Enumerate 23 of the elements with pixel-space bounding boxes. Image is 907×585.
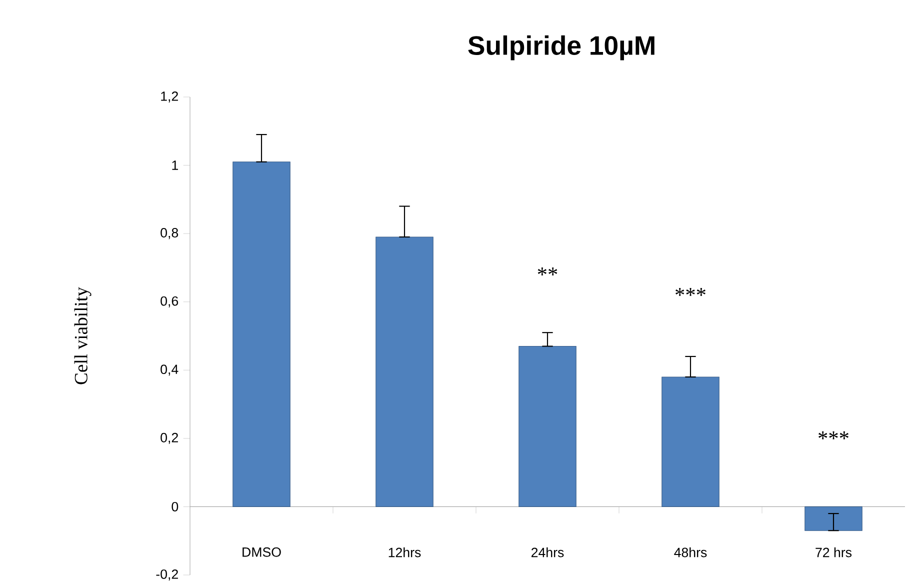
chart-title: Sulpiride 10µM bbox=[468, 35, 654, 60]
y-tick-label: 0,2 bbox=[160, 432, 178, 444]
y-tick-label: 0 bbox=[172, 502, 178, 512]
y-tick-label: -0,2 bbox=[156, 569, 178, 580]
x-tick-label: 24hrs bbox=[531, 547, 564, 558]
y-tick-label: 1 bbox=[172, 160, 178, 170]
x-tick-label: DMSO bbox=[242, 547, 281, 557]
y-tick-label: 0,8 bbox=[160, 228, 178, 240]
annotation: *** bbox=[818, 431, 848, 440]
x-tick-label: 72 hrs bbox=[816, 547, 852, 558]
annotation: ** bbox=[538, 268, 558, 276]
y-tick-label: 1,2 bbox=[161, 91, 178, 103]
bar bbox=[376, 236, 434, 507]
x-tick-label: 12hrs bbox=[388, 547, 421, 558]
x-tick-label: 48hrs bbox=[674, 547, 707, 558]
bar bbox=[804, 506, 862, 531]
annotation: *** bbox=[676, 288, 706, 296]
y-axis-title: Cell viability bbox=[74, 287, 92, 384]
y-tick-label: 0,4 bbox=[160, 364, 178, 376]
bar bbox=[662, 376, 720, 507]
bar bbox=[232, 162, 290, 507]
y-tick-label: 0,6 bbox=[160, 296, 178, 308]
bar bbox=[518, 346, 576, 507]
